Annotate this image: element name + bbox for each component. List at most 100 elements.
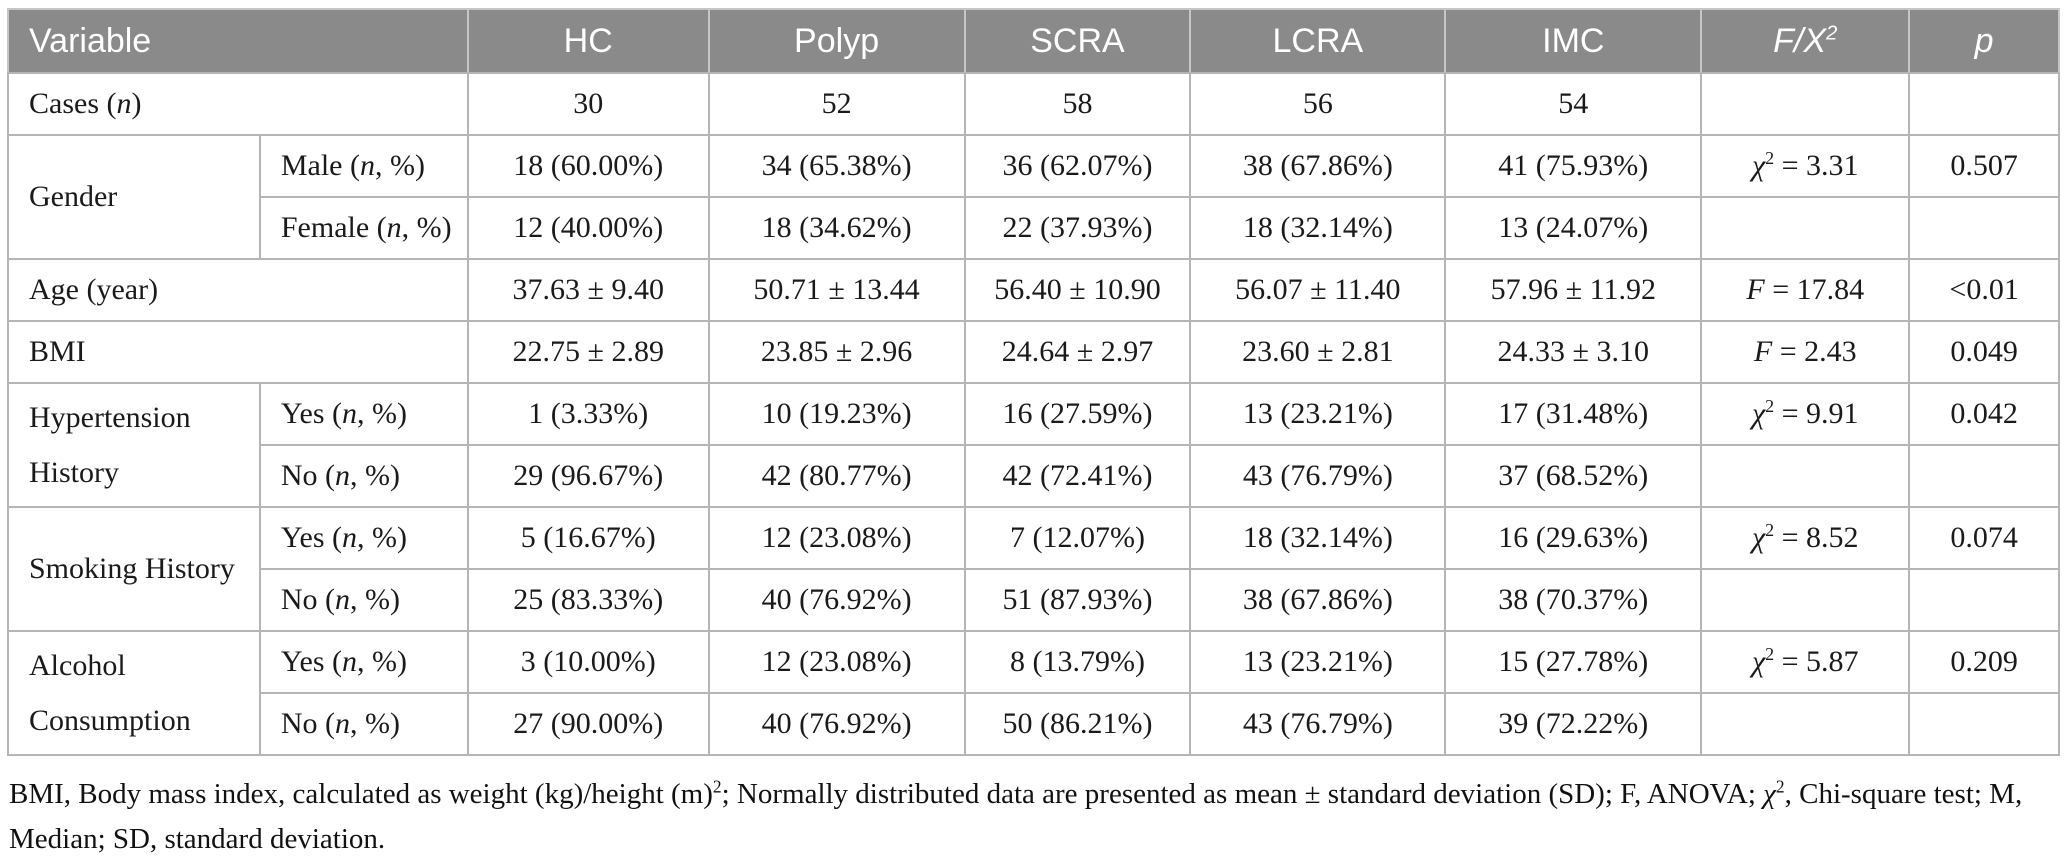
table-cell: 18 (32.14%): [1189, 506, 1447, 570]
table-cell: 23.60 ± 2.81: [1189, 320, 1447, 384]
table-row-smoking-yes: Smoking History Yes (n, %) 5 (16.67%) 12…: [7, 506, 2060, 632]
row-sublabel-yes: Yes (n, %): [258, 382, 469, 446]
table-row-alcohol-no: No (n, %) 27 (90.00%) 40 (76.92%) 50 (86…: [8, 692, 2060, 756]
table-cell: 22 (37.93%): [963, 196, 1192, 260]
table-cell: 34 (65.38%): [707, 134, 966, 198]
table-cell: 40 (76.92%): [707, 568, 966, 632]
table-cell: 17 (31.48%): [1444, 382, 1703, 446]
p-value-age: <0.01: [1908, 258, 2060, 322]
stat-value-bmi: F = 2.43: [1700, 320, 1911, 384]
table-cell: 8 (13.79%): [963, 630, 1192, 694]
stat-value-smoking: χ2 = 8.52: [1700, 506, 1911, 570]
stat-cell-empty: [1700, 196, 1911, 260]
table-cell: 41 (75.93%): [1444, 134, 1703, 198]
table-cell: 38 (67.86%): [1189, 134, 1447, 198]
table-cell: 54: [1444, 72, 1703, 136]
table-cell: 37.63 ± 9.40: [466, 258, 710, 322]
p-value-hypertension: 0.042: [1908, 382, 2060, 446]
table-cell: 40 (76.92%): [707, 692, 966, 756]
table-cell: 38 (67.86%): [1189, 568, 1447, 632]
table-cell: 50.71 ± 13.44: [707, 258, 966, 322]
column-header-imc: IMC: [1444, 8, 1703, 74]
table-cell: 13 (23.21%): [1189, 630, 1447, 694]
table-cell: 18 (60.00%): [466, 134, 710, 198]
row-sublabel-yes: Yes (n, %): [258, 630, 469, 694]
table-cell: 42 (80.77%): [707, 444, 966, 508]
table-cell: 42 (72.41%): [963, 444, 1192, 508]
column-header-polyp: Polyp: [707, 8, 966, 74]
row-label-alcohol: Alcohol Consumption: [7, 630, 261, 756]
stat-value-alcohol: χ2 = 5.87: [1700, 630, 1911, 694]
row-sublabel-yes: Yes (n, %): [258, 506, 469, 570]
stat-cell-empty: [1700, 444, 1911, 508]
table-cell: 58: [963, 72, 1192, 136]
table-cell: 43 (76.79%): [1189, 692, 1447, 756]
table-cell: 50 (86.21%): [963, 692, 1192, 756]
stat-value-age: F = 17.84: [1700, 258, 1911, 322]
table-cell: 7 (12.07%): [963, 506, 1192, 570]
p-cell-empty: [1908, 444, 2060, 508]
table-cell: 13 (24.07%): [1444, 196, 1703, 260]
demographics-table: Variable HC Polyp SCRA LCRA IMC F/X2 p C…: [7, 8, 2060, 756]
table-cell: 27 (90.00%): [466, 692, 710, 756]
table-cell: 30: [466, 72, 710, 136]
table-cell: 38 (70.37%): [1444, 568, 1703, 632]
table-row-smoking-no: No (n, %) 25 (83.33%) 40 (76.92%) 51 (87…: [8, 568, 2060, 632]
row-label-age: Age (year): [7, 258, 469, 322]
row-label-bmi: BMI: [7, 320, 469, 384]
table-row-gender-male: Gender Male (n, %) 18 (60.00%) 34 (65.38…: [7, 134, 2060, 260]
column-header-p: p: [1908, 8, 2060, 74]
table-cell: 51 (87.93%): [963, 568, 1192, 632]
row-sublabel-no: No (n, %): [258, 568, 469, 632]
table-row-alcohol-yes: Alcohol Consumption Yes (n, %) 3 (10.00%…: [7, 630, 2060, 756]
table-cell: 24.64 ± 2.97: [963, 320, 1192, 384]
table-cell: 10 (19.23%): [707, 382, 966, 446]
table-cell: 56: [1189, 72, 1447, 136]
stat-cell-empty: [1700, 72, 1911, 136]
table-cell: 12 (23.08%): [707, 506, 966, 570]
p-cell-empty: [1908, 72, 2060, 136]
table-cell: 24.33 ± 3.10: [1444, 320, 1703, 384]
row-sublabel-no: No (n, %): [258, 444, 469, 508]
stat-value-hypertension: χ2 = 9.91: [1700, 382, 1911, 446]
table-row-cases: Cases (n) 30 52 58 56 54: [7, 72, 2060, 136]
table-cell: 37 (68.52%): [1444, 444, 1703, 508]
column-header-hc: HC: [466, 8, 710, 74]
table-cell: 29 (96.67%): [466, 444, 710, 508]
row-label-cases: Cases (n): [7, 72, 469, 136]
column-header-statistic: F/X2: [1700, 8, 1911, 74]
row-sublabel-female: Female (n, %): [258, 196, 469, 260]
stat-cell-empty: [1700, 568, 1911, 632]
table-cell: 15 (27.78%): [1444, 630, 1703, 694]
table-row-gender-female: Female (n, %) 12 (40.00%) 18 (34.62%) 22…: [8, 196, 2060, 260]
table-row-age: Age (year) 37.63 ± 9.40 50.71 ± 13.44 56…: [7, 258, 2060, 322]
row-label-hypertension: Hypertension History: [7, 382, 261, 508]
table-cell: 3 (10.00%): [466, 630, 710, 694]
table-cell: 12 (23.08%): [707, 630, 966, 694]
table-row-hypertension-yes: Hypertension History Yes (n, %) 1 (3.33%…: [7, 382, 2060, 508]
row-sublabel-male: Male (n, %): [258, 134, 469, 198]
table-row-bmi: BMI 22.75 ± 2.89 23.85 ± 2.96 24.64 ± 2.…: [7, 320, 2060, 384]
table-cell: 18 (32.14%): [1189, 196, 1447, 260]
column-header-lcra: LCRA: [1189, 8, 1447, 74]
table-cell: 25 (83.33%): [466, 568, 710, 632]
p-value-alcohol: 0.209: [1908, 630, 2060, 694]
p-cell-empty: [1908, 196, 2060, 260]
table-cell: 18 (34.62%): [707, 196, 966, 260]
table-footnote: BMI, Body mass index, calculated as weig…: [9, 776, 2023, 855]
table-cell: 5 (16.67%): [466, 506, 710, 570]
table-cell: 43 (76.79%): [1189, 444, 1447, 508]
stat-cell-empty: [1700, 692, 1911, 756]
table-cell: 1 (3.33%): [466, 382, 710, 446]
table-row-hypertension-no: No (n, %) 29 (96.67%) 42 (80.77%) 42 (72…: [8, 444, 2060, 508]
table-cell: 36 (62.07%): [963, 134, 1192, 198]
row-label-smoking: Smoking History: [7, 506, 261, 632]
p-cell-empty: [1908, 568, 2060, 632]
p-value-smoking: 0.074: [1908, 506, 2060, 570]
p-cell-empty: [1908, 692, 2060, 756]
table-cell: 12 (40.00%): [466, 196, 710, 260]
stat-value-gender: χ2 = 3.31: [1700, 134, 1911, 198]
table-cell: 56.07 ± 11.40: [1189, 258, 1447, 322]
column-header-variable: Variable: [7, 8, 469, 74]
